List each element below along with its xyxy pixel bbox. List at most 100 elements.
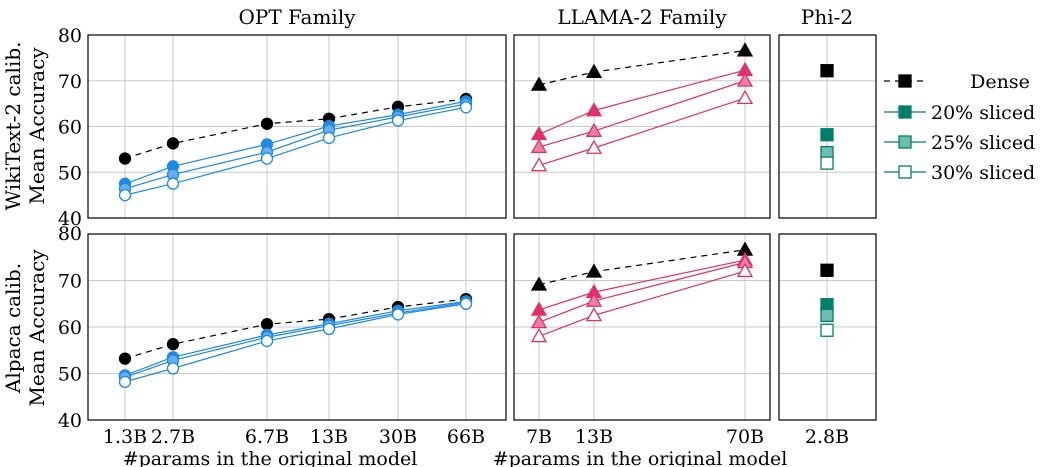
legend-label: 20% sliced bbox=[931, 102, 1035, 124]
data-point bbox=[260, 318, 274, 331]
y-tick-label: 60 bbox=[58, 117, 82, 139]
x-tick-label: 7B bbox=[526, 426, 552, 448]
data-point bbox=[260, 334, 274, 348]
series-line bbox=[124, 303, 467, 383]
y-tick-label: 50 bbox=[58, 162, 82, 184]
data-point bbox=[820, 156, 834, 170]
panel-frame bbox=[513, 233, 771, 421]
legend: Dense 20% sliced 25% sliced 30% sliced bbox=[884, 71, 1035, 184]
data-point bbox=[736, 72, 754, 87]
y-tick-label: 40 bbox=[58, 208, 82, 230]
panel-0-row-0: 40 50 60 70 80 bbox=[58, 25, 507, 230]
series-line bbox=[538, 80, 746, 148]
data-point bbox=[118, 352, 132, 365]
x-tick-label: 66B bbox=[447, 426, 485, 448]
data-point bbox=[166, 338, 180, 351]
series-line bbox=[124, 103, 467, 190]
data-point bbox=[530, 327, 548, 343]
data-point bbox=[166, 137, 180, 150]
legend-marker bbox=[898, 105, 912, 119]
legend-item: Dense bbox=[884, 71, 1030, 93]
panel-frame bbox=[778, 233, 877, 421]
data-point bbox=[820, 308, 834, 323]
legend-marker bbox=[898, 165, 912, 179]
x-tick-label: 1.3B bbox=[103, 426, 147, 448]
series-line bbox=[124, 106, 467, 196]
series-line bbox=[538, 249, 746, 286]
y-tick-label: 80 bbox=[58, 25, 82, 47]
data-point bbox=[585, 307, 603, 322]
panel-title-llama: LLAMA-2 Family bbox=[557, 5, 727, 29]
legend-item: 30% sliced bbox=[884, 162, 1035, 184]
data-point bbox=[585, 292, 603, 307]
legend-marker bbox=[898, 74, 912, 88]
series-line bbox=[538, 97, 746, 166]
legend-item: 25% sliced bbox=[884, 132, 1035, 154]
data-point bbox=[530, 138, 548, 153]
panel-0-row-1: 40 50 60 70 80 1.3B 2.7B 6.7B 13B 30B 66B bbox=[58, 223, 507, 448]
data-point bbox=[530, 76, 548, 91]
panel-frame bbox=[513, 34, 771, 219]
y-tick-label: 80 bbox=[58, 223, 82, 245]
data-point bbox=[820, 128, 834, 142]
data-point bbox=[736, 89, 754, 105]
panel-2-row-0 bbox=[778, 34, 877, 219]
series-line bbox=[538, 69, 746, 135]
legend-item: 20% sliced bbox=[884, 102, 1035, 124]
data-point bbox=[820, 64, 834, 78]
x-tick-label: 6.7B bbox=[245, 426, 289, 448]
data-point bbox=[736, 262, 754, 278]
data-point bbox=[820, 323, 834, 337]
panel-frame bbox=[778, 34, 877, 219]
data-point bbox=[391, 114, 405, 127]
panel-title-phi: Phi-2 bbox=[801, 5, 853, 29]
legend-label: 30% sliced bbox=[931, 162, 1035, 184]
x-tick-label: 2.8B bbox=[805, 426, 849, 448]
panel-1-row-1: 7B 13B 70B bbox=[513, 233, 771, 448]
legend-label: 25% sliced bbox=[931, 132, 1035, 154]
data-point bbox=[530, 301, 548, 316]
series-line bbox=[124, 100, 467, 185]
data-point bbox=[322, 131, 336, 145]
data-point bbox=[585, 122, 603, 137]
y-tick-label: 70 bbox=[58, 271, 82, 293]
x-axis-label-llama: #params in the original model bbox=[493, 448, 788, 467]
data-point bbox=[820, 263, 834, 277]
data-point bbox=[585, 139, 603, 154]
x-tick-label: 13B bbox=[575, 426, 613, 448]
panel-title-opt: OPT Family bbox=[238, 5, 356, 29]
y-tick-label: 70 bbox=[58, 71, 82, 93]
data-point bbox=[260, 152, 274, 165]
row-label-bottom-line1: Alpaca calib. bbox=[1, 263, 25, 394]
data-point bbox=[391, 308, 405, 321]
data-point bbox=[459, 297, 473, 310]
data-point bbox=[166, 177, 180, 190]
data-point bbox=[118, 375, 132, 389]
data-point bbox=[530, 125, 548, 141]
y-tick-label: 60 bbox=[58, 317, 82, 339]
y-tick-label: 40 bbox=[58, 410, 82, 432]
series-line bbox=[124, 298, 467, 360]
data-point bbox=[585, 63, 603, 78]
panel-frame bbox=[87, 233, 507, 421]
data-point bbox=[530, 157, 548, 172]
x-tick-label: 70B bbox=[726, 426, 764, 448]
series-line bbox=[124, 301, 467, 378]
x-tick-label: 13B bbox=[310, 426, 348, 448]
data-point bbox=[322, 322, 336, 336]
legend-label: Dense bbox=[970, 71, 1030, 93]
data-point bbox=[118, 152, 132, 165]
legend-marker bbox=[898, 135, 912, 149]
panel-1-row-0 bbox=[513, 34, 771, 219]
data-point bbox=[118, 188, 132, 202]
row-label-bottom-line2: Mean Accuracy bbox=[25, 249, 49, 407]
data-point bbox=[530, 276, 548, 291]
data-point bbox=[736, 42, 754, 57]
data-point bbox=[585, 102, 603, 117]
x-tick-label: 30B bbox=[379, 426, 417, 448]
panel-frame bbox=[87, 34, 507, 219]
panel-2-row-1: 2.8B bbox=[778, 233, 877, 448]
data-point bbox=[585, 263, 603, 278]
series-line bbox=[124, 300, 467, 376]
